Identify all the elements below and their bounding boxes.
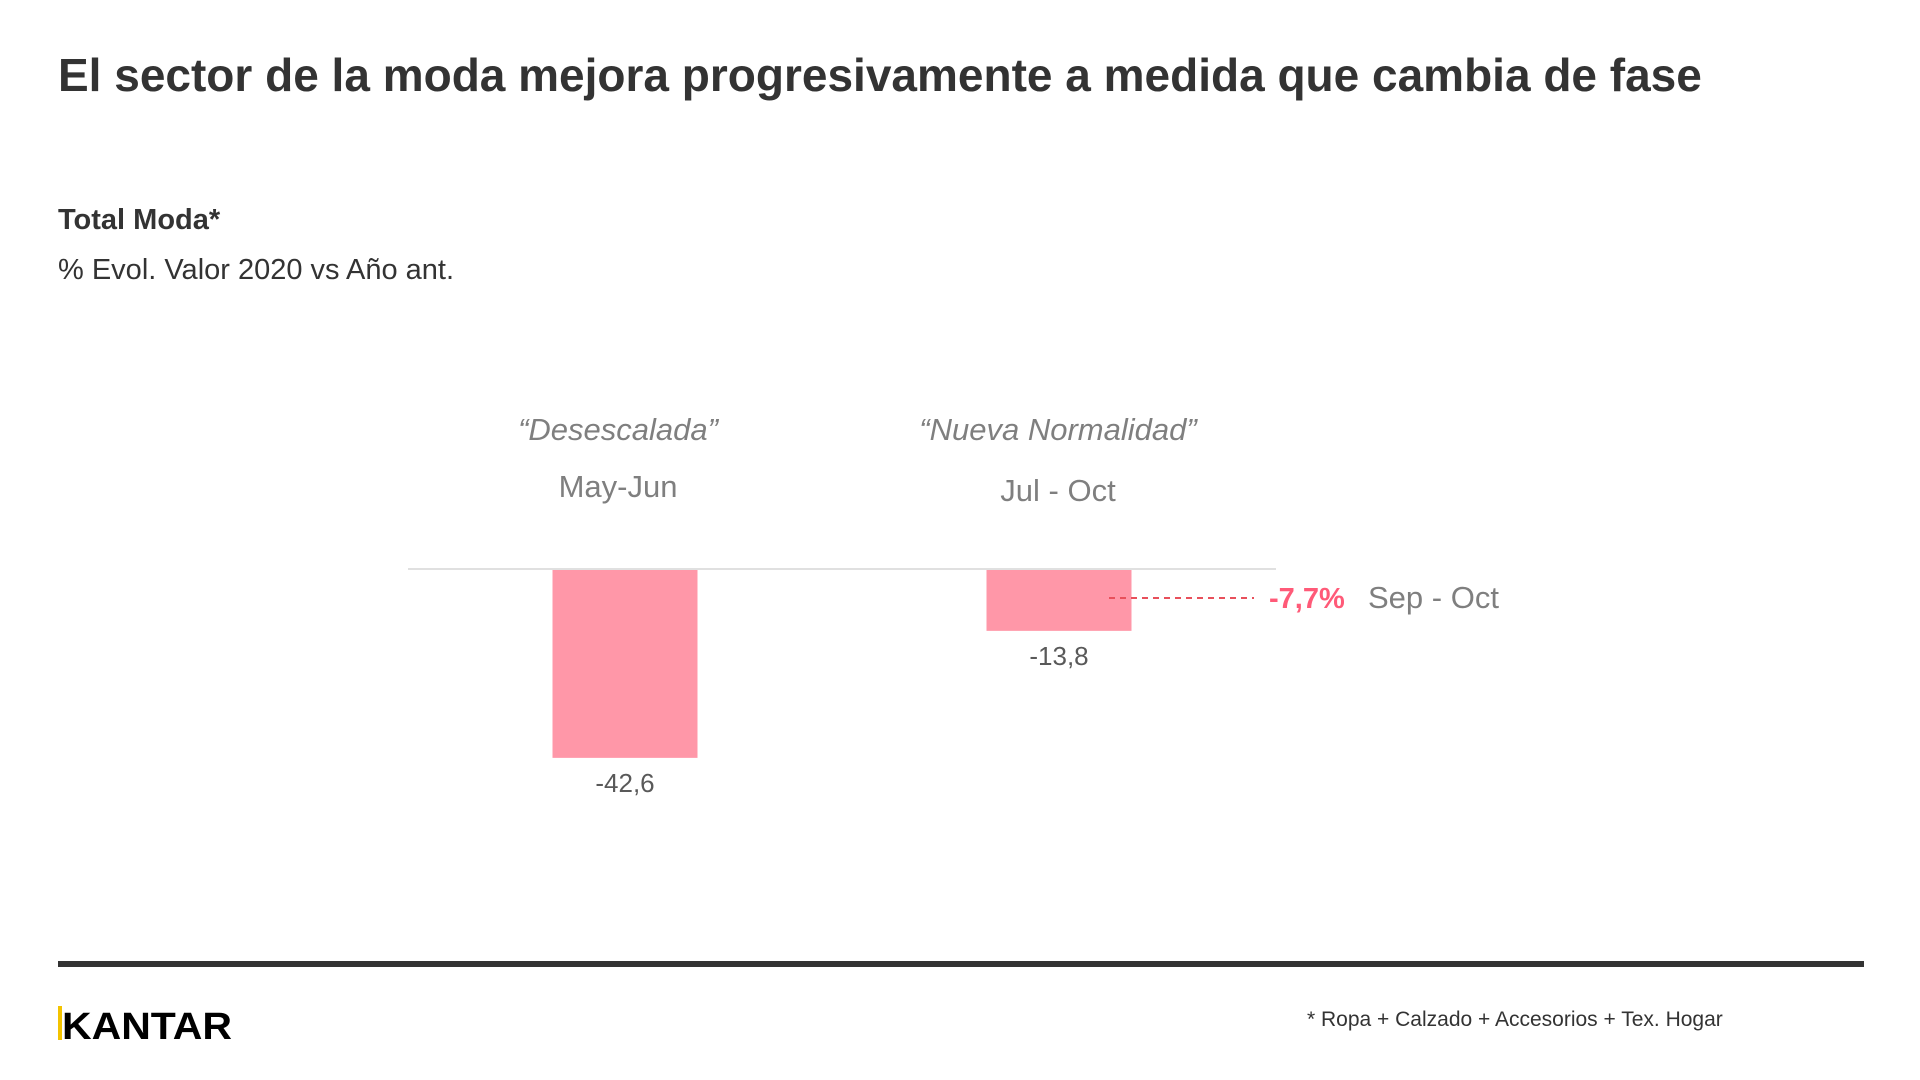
chart-measure-label: % Evol. Valor 2020 vs Año ant. (58, 254, 455, 286)
kantar-logo: KANTAR (58, 1002, 238, 1048)
annotation-value: -7,7% (1269, 583, 1345, 615)
chart-subtitle: Total Moda* (58, 204, 221, 236)
footer-divider (58, 961, 1864, 967)
page-title: El sector de la moda mejora progresivame… (58, 49, 1702, 101)
bar-1 (986, 570, 1132, 631)
phase-label-desescalada: “Desescalada” (518, 412, 718, 447)
category-label-may-jun: May-Jun (558, 469, 678, 504)
data-label-0: -42,6 (595, 768, 654, 798)
bar-0 (552, 570, 698, 758)
annotation-period: Sep - Oct (1368, 580, 1499, 615)
phase-label-nueva-normalidad: “Nueva Normalidad” (919, 412, 1197, 447)
category-label-jul-oct: Jul - Oct (1000, 473, 1116, 508)
svg-text:KANTAR: KANTAR (62, 1006, 232, 1042)
data-label-1: -13,8 (1029, 641, 1088, 671)
footnote: * Ropa + Calzado + Accesorios + Tex. Hog… (1307, 1008, 1723, 1031)
